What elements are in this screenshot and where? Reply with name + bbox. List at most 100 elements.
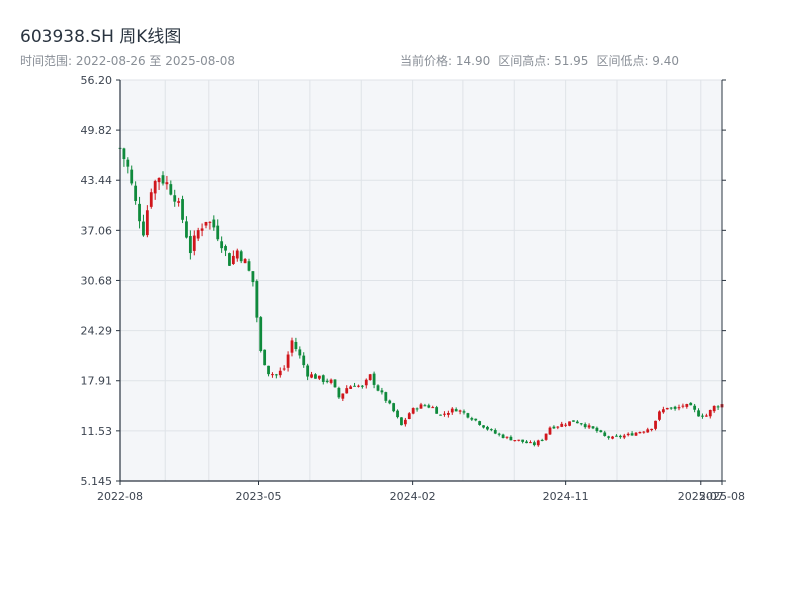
- candle-body: [669, 407, 673, 409]
- candle-body: [130, 169, 134, 184]
- candle-body: [384, 392, 388, 401]
- candle-body: [466, 413, 470, 418]
- candle-body: [228, 253, 231, 266]
- candle-body: [138, 203, 141, 222]
- candle-body: [454, 409, 458, 412]
- candle-body: [677, 407, 681, 409]
- candle-body: [439, 414, 442, 416]
- y-tick-label: 24.29: [81, 325, 113, 338]
- candle-body: [231, 255, 235, 264]
- price-stats: 当前价格: 14.90 区间高点: 51.95 区间低点: 9.40: [400, 52, 679, 69]
- y-tick-label: 5.145: [81, 475, 113, 488]
- candle-body: [482, 425, 485, 428]
- candle-body: [267, 365, 270, 375]
- candle-body: [603, 432, 607, 436]
- candle-body: [654, 420, 657, 429]
- x-tick-label: 2025-08: [699, 490, 745, 503]
- candle-body: [595, 427, 599, 432]
- candle-body: [548, 427, 552, 435]
- candle-body: [247, 261, 251, 271]
- candle-body: [486, 426, 489, 430]
- candle-body: [435, 407, 439, 414]
- candle-body: [188, 236, 192, 254]
- candle-body: [290, 340, 294, 353]
- candle-body: [294, 341, 298, 350]
- candle-body: [611, 436, 614, 439]
- candle-body: [540, 439, 544, 441]
- candle-body: [497, 433, 501, 435]
- candle-body: [341, 393, 345, 399]
- candle-body: [450, 408, 454, 413]
- candle-body: [618, 435, 622, 438]
- candle-body: [181, 199, 184, 220]
- candle-body: [564, 424, 568, 426]
- candle-body: [216, 225, 220, 240]
- candle-body: [192, 235, 196, 251]
- candle-body: [470, 418, 474, 420]
- candle-body: [443, 413, 446, 415]
- candle-body: [177, 201, 181, 203]
- candle-body: [681, 405, 685, 407]
- candle-body: [489, 429, 493, 431]
- candle-body: [185, 221, 188, 238]
- chart-title: 603938.SH 周K线图: [20, 27, 182, 47]
- candle-body: [599, 430, 603, 433]
- x-tick-label: 2023-05: [236, 490, 282, 503]
- candle-body: [251, 271, 255, 283]
- candle-body: [314, 374, 317, 379]
- candle-body: [368, 374, 372, 380]
- candle-body: [634, 432, 638, 436]
- candle-body: [462, 411, 466, 413]
- candle-body: [575, 421, 579, 424]
- candle-body: [271, 374, 274, 376]
- candle-body: [638, 432, 642, 434]
- candle-body: [126, 159, 130, 167]
- candles: [118, 146, 724, 447]
- candle-body: [568, 421, 571, 426]
- candle-body: [607, 436, 611, 438]
- candle-body: [321, 375, 325, 382]
- candle-body: [122, 148, 126, 160]
- candle-body: [579, 423, 583, 425]
- candle-body: [134, 185, 138, 202]
- candle-body: [200, 228, 204, 231]
- candle-body: [376, 385, 380, 391]
- candle-body: [149, 192, 153, 207]
- y-tick-label: 11.53: [81, 425, 113, 438]
- candle-body: [400, 417, 403, 426]
- candle-body: [474, 418, 478, 421]
- candle-body: [224, 246, 227, 251]
- candle-body: [145, 210, 149, 236]
- candle-body: [661, 409, 665, 413]
- candle-body: [310, 374, 313, 378]
- y-tick-label: 49.82: [81, 124, 113, 137]
- candle-body: [392, 403, 396, 412]
- candle-body: [615, 435, 618, 437]
- candle-body: [388, 400, 392, 404]
- candle-body: [689, 402, 693, 406]
- candle-body: [349, 386, 353, 389]
- current-price-label: 当前价格: 14.90: [400, 54, 491, 68]
- candle-body: [646, 429, 650, 433]
- candle-body: [357, 385, 360, 387]
- candle-body: [372, 373, 376, 385]
- candle-body: [458, 410, 462, 412]
- candle-body: [642, 431, 646, 433]
- candle-body: [630, 433, 634, 436]
- candle-body: [317, 375, 321, 379]
- candle-body: [509, 436, 513, 441]
- y-tick-label: 43.44: [81, 174, 113, 187]
- candle-body: [220, 241, 224, 249]
- candle-body: [282, 368, 286, 370]
- candle-body: [360, 385, 364, 387]
- candle-body: [556, 426, 560, 428]
- candle-body: [403, 419, 407, 425]
- candle-body: [204, 221, 208, 226]
- candle-body: [259, 317, 263, 352]
- candle-body: [521, 439, 525, 442]
- candle-body: [427, 405, 431, 408]
- candle-body: [353, 385, 356, 387]
- candle-body: [650, 428, 654, 431]
- candle-body: [411, 408, 415, 414]
